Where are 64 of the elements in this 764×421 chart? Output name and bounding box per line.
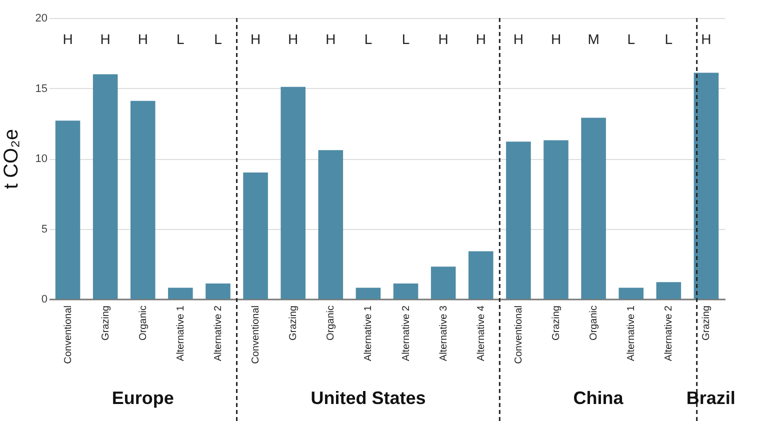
y-tick-label: 0: [41, 294, 48, 306]
x-tick-label: Grazing: [551, 306, 562, 341]
y-tick-label: 5: [41, 223, 48, 236]
x-tick-label: Organic: [588, 306, 600, 341]
y-axis-title: t CO₂e: [0, 129, 22, 189]
x-tick-label: Organic: [326, 306, 337, 341]
annotation: H: [100, 31, 110, 47]
annotation: L: [664, 31, 673, 47]
x-tick-label: Organic: [138, 306, 149, 341]
annotation: H: [250, 31, 261, 47]
bar: [356, 288, 381, 299]
x-tick-label: Grazing: [288, 306, 300, 341]
x-tick-label: Conventional: [250, 306, 262, 364]
bar: [55, 120, 80, 299]
bar: [243, 172, 268, 299]
annotation: H: [513, 31, 524, 47]
text: Europe: [112, 388, 174, 408]
bar: [618, 288, 644, 299]
annotation: H: [326, 31, 336, 47]
bar: [694, 72, 719, 299]
bar: [544, 140, 568, 299]
annotation: M: [588, 31, 600, 47]
y-tick-label: 20: [35, 12, 48, 24]
x-tick-label: Alternative 1: [626, 305, 638, 362]
x-tick-label: Alternative 4: [476, 305, 487, 362]
annotation: H: [288, 31, 298, 47]
annotation: H: [550, 31, 562, 47]
annotation: H: [138, 31, 148, 47]
text: United States: [310, 388, 426, 408]
bar: [92, 74, 118, 299]
annotation: H: [438, 31, 448, 47]
x-tick-label: Conventional: [513, 306, 524, 364]
annotation: H: [476, 31, 486, 47]
bar: [318, 150, 344, 299]
bar: [656, 282, 682, 299]
bar: [506, 142, 531, 299]
bar: [280, 86, 306, 299]
x-tick-label: Alternative 2: [664, 305, 675, 362]
bar: [393, 284, 418, 299]
annotation: L: [176, 31, 185, 47]
bar: [581, 118, 606, 299]
x-tick-label: Grazing: [701, 306, 712, 341]
annotation: H: [701, 31, 712, 47]
x-tick-label: Alternative 1: [363, 305, 374, 362]
text: China: [573, 388, 624, 408]
bar: [206, 284, 230, 299]
annotation: L: [402, 31, 410, 47]
bar: [430, 266, 456, 299]
x-tick-label: Alternative 2: [400, 305, 412, 362]
bar: [168, 288, 193, 299]
bar: [468, 251, 494, 299]
annotation: L: [364, 31, 372, 47]
x-tick-label: Grazing: [100, 306, 112, 341]
y-tick-label: 10: [35, 153, 48, 165]
x-tick-label: Alternative 2: [213, 305, 224, 362]
text: Brazil: [686, 388, 736, 408]
annotation: H: [62, 31, 73, 47]
x-tick-label: Alternative 1: [175, 305, 186, 362]
x-tick-label: Conventional: [62, 306, 74, 364]
y-tick-label: 15: [35, 82, 48, 95]
annotation: L: [627, 31, 636, 47]
x-tick-label: Alternative 3: [438, 305, 450, 362]
annotation: L: [214, 31, 222, 47]
bar: [130, 100, 156, 299]
